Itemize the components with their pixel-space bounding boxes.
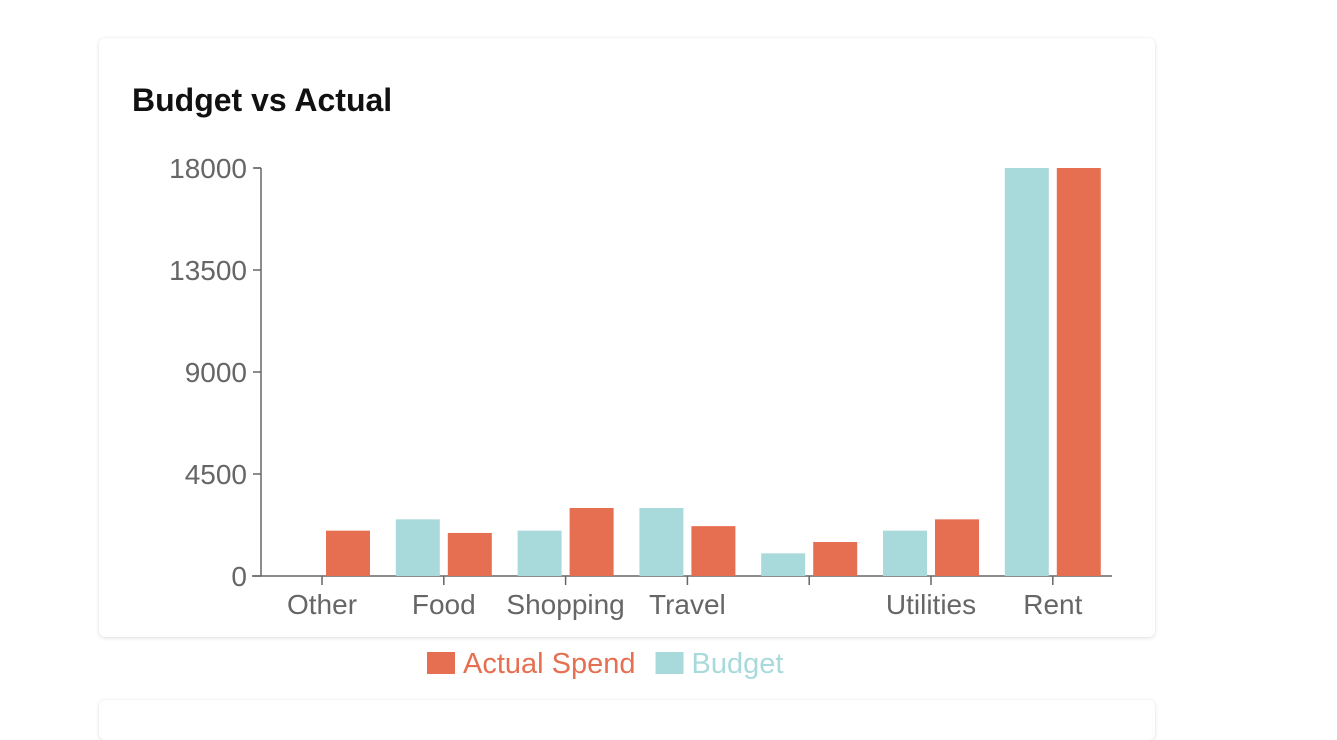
y-tick-label-0: 0 xyxy=(231,561,247,592)
x-tick-label-travel: Travel xyxy=(649,589,726,620)
x-tick-label-rent: Rent xyxy=(1023,589,1082,620)
bar-budget-food xyxy=(395,519,440,576)
bar-budget-utilities xyxy=(883,530,927,576)
bar-actual-spend-rent xyxy=(1056,168,1101,576)
y-tick-label-4: 18000 xyxy=(169,153,247,184)
bar-actual-spend-travel xyxy=(691,526,736,576)
y-tick-label-2: 9000 xyxy=(185,357,247,388)
bar-actual-spend-shopping xyxy=(569,508,614,576)
x-tick-label-other: Other xyxy=(287,589,357,620)
bar-budget-shopping xyxy=(517,530,562,576)
bar-budget-rent xyxy=(1004,168,1049,576)
x-tick-label-utilities: Utilities xyxy=(886,589,976,620)
x-tick-label-food: Food xyxy=(412,589,476,620)
x-tick-label-shopping: Shopping xyxy=(506,589,624,620)
y-tick-label-3: 13500 xyxy=(169,255,247,286)
chart-card: Budget vs Actual xyxy=(99,38,1155,637)
next-card xyxy=(99,700,1155,740)
legend-label-budget: Budget xyxy=(692,648,784,680)
bar-budget-travel xyxy=(639,508,684,576)
bar-budget-blank-4 xyxy=(761,553,806,576)
bar-actual-spend-utilities xyxy=(935,519,979,576)
legend-label-actual-spend: Actual Spend xyxy=(463,648,636,680)
y-tick-label-1: 4500 xyxy=(185,459,247,490)
legend-swatch-budget xyxy=(655,652,684,674)
bar-actual-spend-food xyxy=(447,532,492,576)
chart-title: Budget vs Actual xyxy=(132,82,393,118)
bar-actual-spend-other xyxy=(326,530,370,576)
bar-actual-spend-blank-4 xyxy=(813,542,858,576)
budget-vs-actual-chart: 0 4500 9000 13500 18000 Other Food Shopping Trav… xyxy=(169,153,1112,680)
legend-swatch-actual-spend xyxy=(427,652,455,674)
